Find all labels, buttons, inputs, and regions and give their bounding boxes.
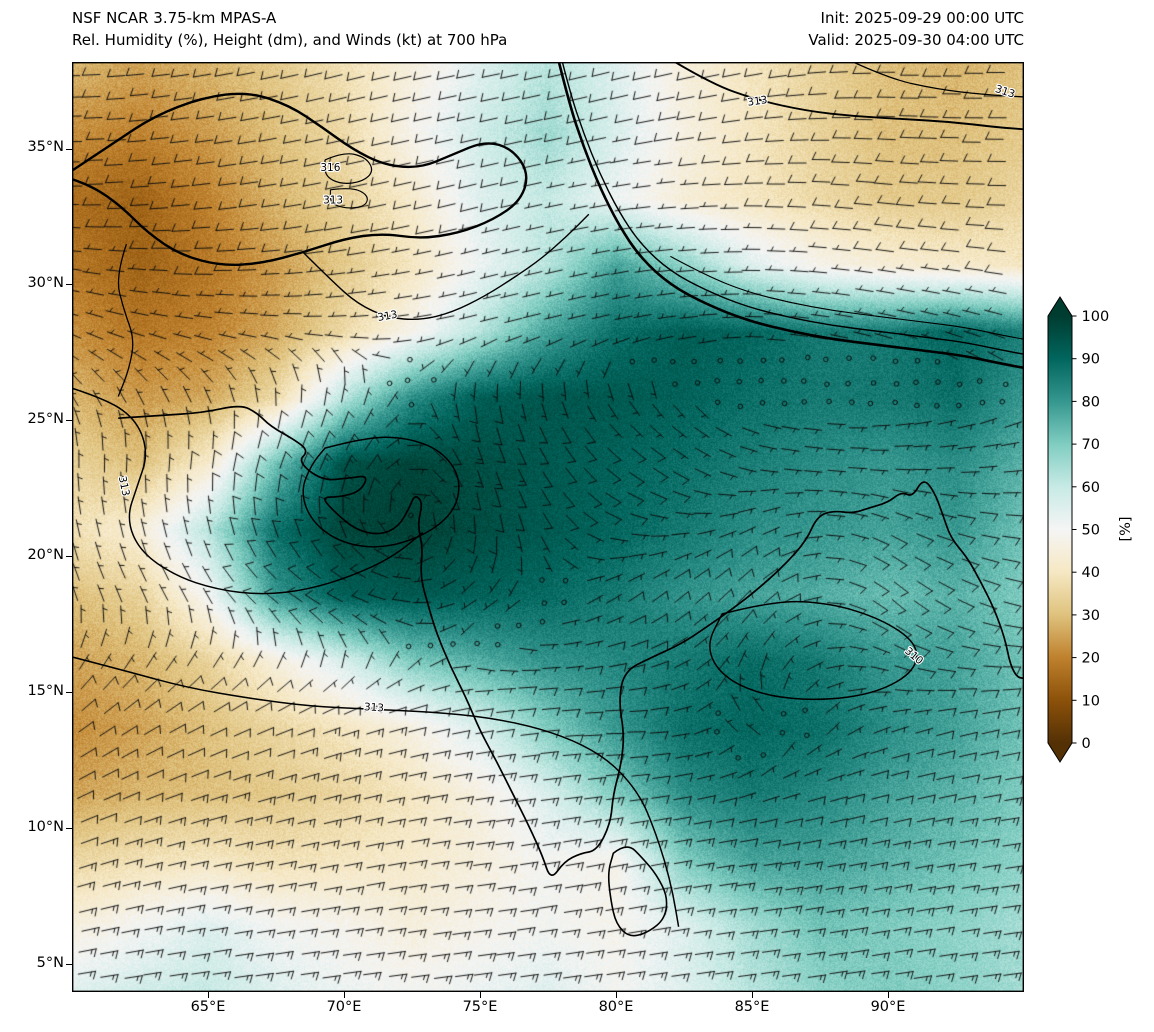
y-tick-label: 25°N xyxy=(8,411,64,427)
x-tick-label: 75°E xyxy=(448,999,512,1015)
colorbar-tick-label: 100 xyxy=(1082,309,1110,325)
y-tick-label: 15°N xyxy=(8,683,64,699)
x-tick-label: 85°E xyxy=(720,999,784,1015)
colorbar-unit-label: [%] xyxy=(1118,516,1134,541)
x-tick-mark xyxy=(344,992,345,998)
y-tick-label: 10°N xyxy=(8,819,64,835)
rh-wind-field-canvas xyxy=(72,62,1024,992)
x-tick-mark xyxy=(208,992,209,998)
weather-map-figure: NSF NCAR 3.75-km MPAS-A Rel. Humidity (%… xyxy=(0,0,1154,1032)
y-tick-label: 35°N xyxy=(8,139,64,155)
y-tick-mark xyxy=(66,964,72,965)
model-title: NSF NCAR 3.75-km MPAS-A xyxy=(72,9,276,27)
colorbar-tick-label: 70 xyxy=(1082,437,1100,453)
colorbar-tick-label: 50 xyxy=(1082,523,1100,539)
init-time: Init: 2025-09-29 00:00 UTC xyxy=(821,9,1024,27)
y-tick-mark xyxy=(66,420,72,421)
colorbar-tick-label: 80 xyxy=(1082,394,1100,410)
colorbar-tick-label: 40 xyxy=(1082,565,1100,581)
colorbar-top-arrow xyxy=(1048,297,1072,316)
colorbar-gradient xyxy=(1048,316,1072,743)
x-tick-label: 80°E xyxy=(584,999,648,1015)
y-tick-label: 5°N xyxy=(8,955,64,971)
y-tick-mark xyxy=(66,149,72,150)
colorbar-tick-label: 30 xyxy=(1082,608,1100,624)
y-tick-mark xyxy=(66,692,72,693)
x-tick-mark xyxy=(480,992,481,998)
x-tick-mark xyxy=(616,992,617,998)
y-tick-label: 20°N xyxy=(8,547,64,563)
field-title: Rel. Humidity (%), Height (dm), and Wind… xyxy=(72,31,507,49)
colorbar-bottom-arrow xyxy=(1048,743,1072,762)
colorbar: 1009080706050403020100[%] xyxy=(1040,290,1154,772)
x-tick-label: 65°E xyxy=(176,999,240,1015)
colorbar-tick-label: 60 xyxy=(1082,480,1100,496)
colorbar-tick-label: 10 xyxy=(1082,693,1100,709)
x-tick-mark xyxy=(888,992,889,998)
x-tick-label: 90°E xyxy=(856,999,920,1015)
x-tick-label: 70°E xyxy=(312,999,376,1015)
y-tick-mark xyxy=(66,828,72,829)
colorbar-tick-label: 20 xyxy=(1082,651,1100,667)
y-tick-mark xyxy=(66,556,72,557)
y-tick-mark xyxy=(66,284,72,285)
x-tick-mark xyxy=(752,992,753,998)
colorbar-tick-label: 90 xyxy=(1082,352,1100,368)
y-tick-label: 30°N xyxy=(8,275,64,291)
valid-time: Valid: 2025-09-30 04:00 UTC xyxy=(808,31,1024,49)
colorbar-tick-label: 0 xyxy=(1082,736,1091,752)
